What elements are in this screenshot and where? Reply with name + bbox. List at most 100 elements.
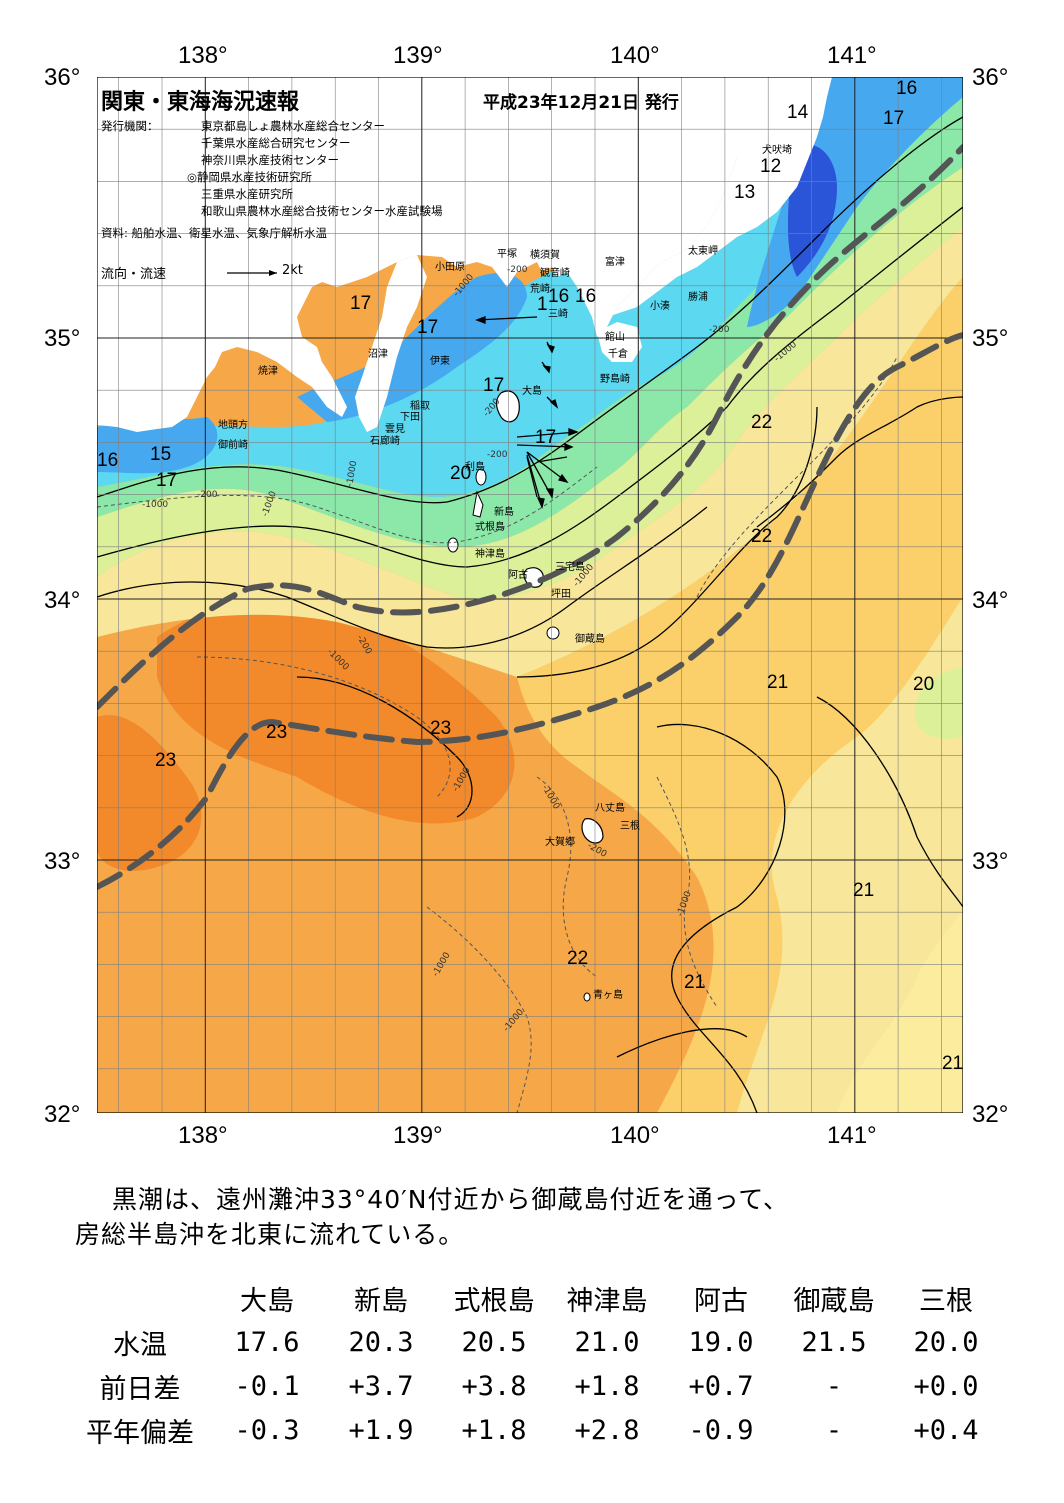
isotherm-label: 23	[155, 750, 177, 771]
isotherm-label: 17	[535, 427, 557, 448]
lat-tick-36-right: 36°	[972, 64, 1009, 91]
issuer-item: 三重県水産研究所	[201, 187, 293, 201]
isotherm-label: 21	[767, 672, 789, 693]
place-label: 観音崎	[540, 268, 570, 279]
table-cell: +2.8	[574, 1414, 640, 1446]
station-header: 式根島	[453, 1285, 535, 1317]
place-label: 荒崎	[530, 284, 550, 295]
lat-tick-36-left: 36°	[44, 64, 81, 91]
table-cell: 19.0	[688, 1326, 754, 1358]
table-cell: +1.9	[348, 1414, 414, 1446]
isotherm-lines	[97, 116, 963, 1113]
isotherm-label: 1	[537, 294, 548, 315]
place-label: 三根	[620, 821, 640, 832]
place-label: 沼津	[368, 349, 388, 360]
kuroshio-axis-lines	[97, 144, 963, 890]
table-cell: +1.8	[461, 1414, 527, 1446]
isotherm-label: 17	[483, 375, 505, 396]
station-header: 神津島	[566, 1285, 648, 1317]
summary-line-2: 房総半島沖を北東に流れている。	[75, 1220, 465, 1249]
sst-zone-dark-orange-west	[157, 595, 515, 824]
table-cell: 21.0	[574, 1326, 640, 1358]
lat-tick-35-right: 35°	[972, 325, 1009, 352]
isotherm-label: 23	[266, 722, 288, 743]
place-label: 八丈島	[595, 803, 625, 814]
table-row: 平年偏差 -0.3 +1.9 +1.8 +2.8 -0.9 - +0.4	[70, 1408, 1002, 1452]
lon-tick-139-top: 139°	[393, 42, 443, 69]
depth-label: -1000	[345, 460, 359, 488]
isotherm-label: 21	[853, 880, 875, 901]
table-cell: +0.7	[688, 1370, 754, 1402]
place-label: 神津島	[475, 549, 505, 560]
lon-tick-138-bottom: 138°	[178, 1122, 228, 1149]
table-corner	[70, 1276, 210, 1320]
lat-tick-35-left: 35°	[44, 325, 81, 352]
place-label: 横須賀	[530, 250, 560, 261]
place-label: 小湊	[650, 301, 670, 312]
place-label: 太東岬	[688, 246, 718, 257]
row-label: 前日差	[99, 1373, 181, 1405]
place-label: 阿古	[508, 570, 528, 581]
isotherm-label: 20	[913, 674, 935, 695]
isotherm-label: 16	[575, 286, 597, 307]
table-cell: -	[825, 1414, 843, 1446]
island-oshima	[495, 390, 520, 423]
observation-table: 大島 新島 式根島 神津島 阿古 御蔵島 三根 水温 17.6 20.3 20.…	[70, 1276, 1002, 1452]
issuer-item: 千葉県水産総合研究センター	[201, 136, 351, 150]
degree-grid	[97, 77, 963, 1113]
issuer-list: 東京都島しょ農林水産総合センター 千葉県水産総合研究センター 神奈川県水産技術セ…	[187, 118, 443, 220]
issuer-item: 和歌山県農林水産総合技術センター水産試験場	[201, 204, 443, 218]
station-header: 大島	[240, 1285, 294, 1317]
place-label: 勝浦	[688, 292, 708, 303]
place-label: 三宅島	[555, 562, 585, 573]
isotherm-label: 14	[787, 102, 809, 123]
place-label: 下田	[400, 412, 420, 423]
table-cell: 21.5	[801, 1326, 867, 1358]
place-label: 式根島	[475, 522, 505, 533]
place-label: 雲見	[385, 424, 405, 435]
data-source: 資料: 船舶水温、衛星水温、気象庁解析水温	[101, 226, 328, 240]
place-label: 石廊崎	[370, 436, 400, 447]
isotherm-label: 12	[760, 156, 782, 177]
isotherm-label: 17	[350, 293, 372, 314]
depth-label: -200	[487, 450, 508, 460]
sst-zone-yellow-southeast	[837, 907, 963, 1113]
legend-scale: 2kt	[282, 263, 303, 278]
lat-tick-34-left: 34°	[44, 587, 81, 614]
place-label: 焼津	[258, 366, 278, 377]
issuer-item: ◎静岡県水産技術研究所	[187, 170, 313, 184]
island-mikurajima	[546, 626, 560, 640]
issue-date: 平成23年12月21日 発行	[483, 93, 679, 113]
isotherm-label: 17	[156, 470, 178, 491]
sst-zone-yellow-east	[737, 597, 963, 1113]
isotherm-label: 16	[97, 450, 119, 471]
isotherm-label: 23	[430, 718, 452, 739]
land-boso	[607, 77, 832, 317]
place-label: 大賀郷	[545, 837, 575, 848]
place-label: 利島	[465, 462, 485, 473]
place-label: 青ヶ島	[593, 990, 623, 1001]
table-row: 前日差 -0.1 +3.7 +3.8 +1.8 +0.7 - +0.0	[70, 1364, 1002, 1408]
table-cell: -	[825, 1370, 843, 1402]
issuer-item: 神奈川県水産技術センター	[201, 153, 339, 167]
isotherm-label: 15	[150, 444, 172, 465]
depth-label: -200	[709, 325, 730, 335]
lat-tick-32-left: 32°	[44, 1101, 81, 1128]
table-cell: -0.1	[234, 1370, 300, 1402]
row-label: 水温	[113, 1329, 167, 1361]
table-cell: 20.3	[348, 1326, 414, 1358]
station-header: 三根	[919, 1285, 973, 1317]
isotherm-label: 13	[734, 182, 756, 203]
table-cell: +1.8	[574, 1370, 640, 1402]
lon-tick-140-bottom: 140°	[610, 1122, 660, 1149]
island-kozushima	[447, 537, 459, 553]
place-label: 新島	[494, 507, 514, 518]
table-cell: 20.5	[461, 1326, 527, 1358]
isotherm-label: 21	[942, 1053, 964, 1074]
place-label: 御前崎	[218, 440, 248, 451]
station-header: 阿古	[694, 1285, 748, 1317]
table-cell: -0.3	[234, 1414, 300, 1446]
station-header: 御蔵島	[793, 1285, 875, 1317]
isotherm-label: 22	[567, 948, 589, 969]
island-aogashima	[583, 992, 591, 1002]
